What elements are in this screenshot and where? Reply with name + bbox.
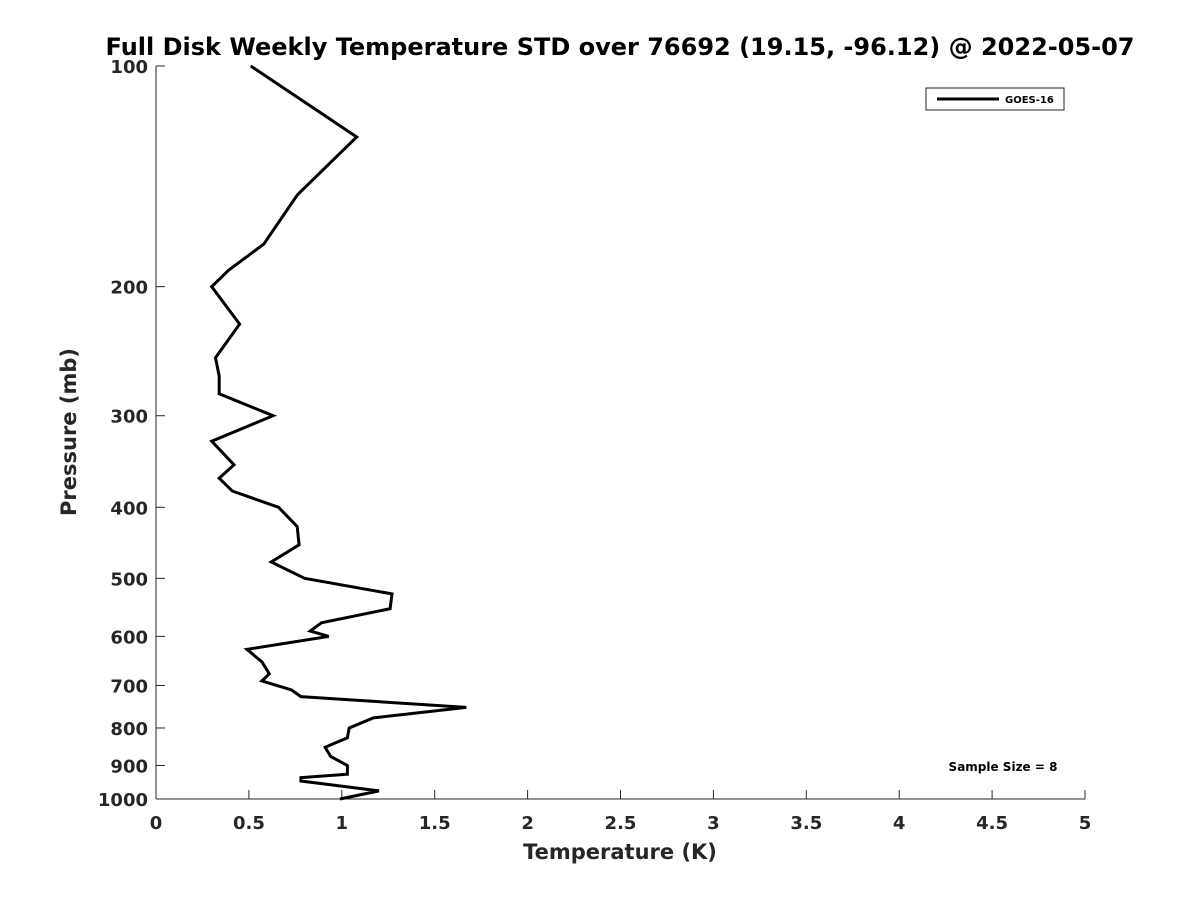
plot-frame: [156, 66, 1085, 799]
legend: GOES-16: [925, 87, 1065, 111]
legend-label-goes-16: GOES-16: [1005, 95, 1054, 106]
y-ticks: 100 200 300 400 500 600 700 800 900 1000: [98, 57, 165, 811]
x-tick-label: 1.5: [419, 813, 451, 834]
x-tick-label: 3: [707, 813, 720, 834]
y-tick-label: 800: [110, 719, 148, 740]
y-tick-label: 300: [110, 407, 148, 428]
x-tick-label: 3.5: [790, 813, 822, 834]
y-tick-label: 900: [110, 756, 148, 777]
y-axis-label: Pressure (mb): [57, 348, 81, 516]
series-line-goes-16: [209, 64, 467, 801]
y-tick-label: 400: [110, 498, 148, 519]
y-tick-label: 200: [110, 278, 148, 299]
y-tick-label: 500: [110, 569, 148, 590]
x-tick-label: 0: [150, 813, 163, 834]
chart-title: Full Disk Weekly Temperature STD over 76…: [106, 33, 1135, 61]
x-tick-label: 4.5: [976, 813, 1008, 834]
x-tick-label: 0.5: [233, 813, 265, 834]
x-tick-label: 2: [521, 813, 534, 834]
x-tick-label: 1: [336, 813, 349, 834]
x-tick-label: 4: [893, 813, 906, 834]
y-tick-label: 600: [110, 627, 148, 648]
y-tick-label: 1000: [98, 790, 148, 811]
y-tick-label: 100: [110, 57, 148, 78]
x-tick-label: 2.5: [605, 813, 637, 834]
x-tick-label: 5: [1079, 813, 1092, 834]
y-tick-label: 700: [110, 676, 148, 697]
sample-size-annotation: Sample Size = 8: [949, 760, 1058, 774]
x-axis-label: Temperature (K): [523, 840, 717, 864]
x-ticks: 0 0.5 1 1.5 2 2.5 3 3.5 4 4.5 5: [150, 790, 1092, 834]
